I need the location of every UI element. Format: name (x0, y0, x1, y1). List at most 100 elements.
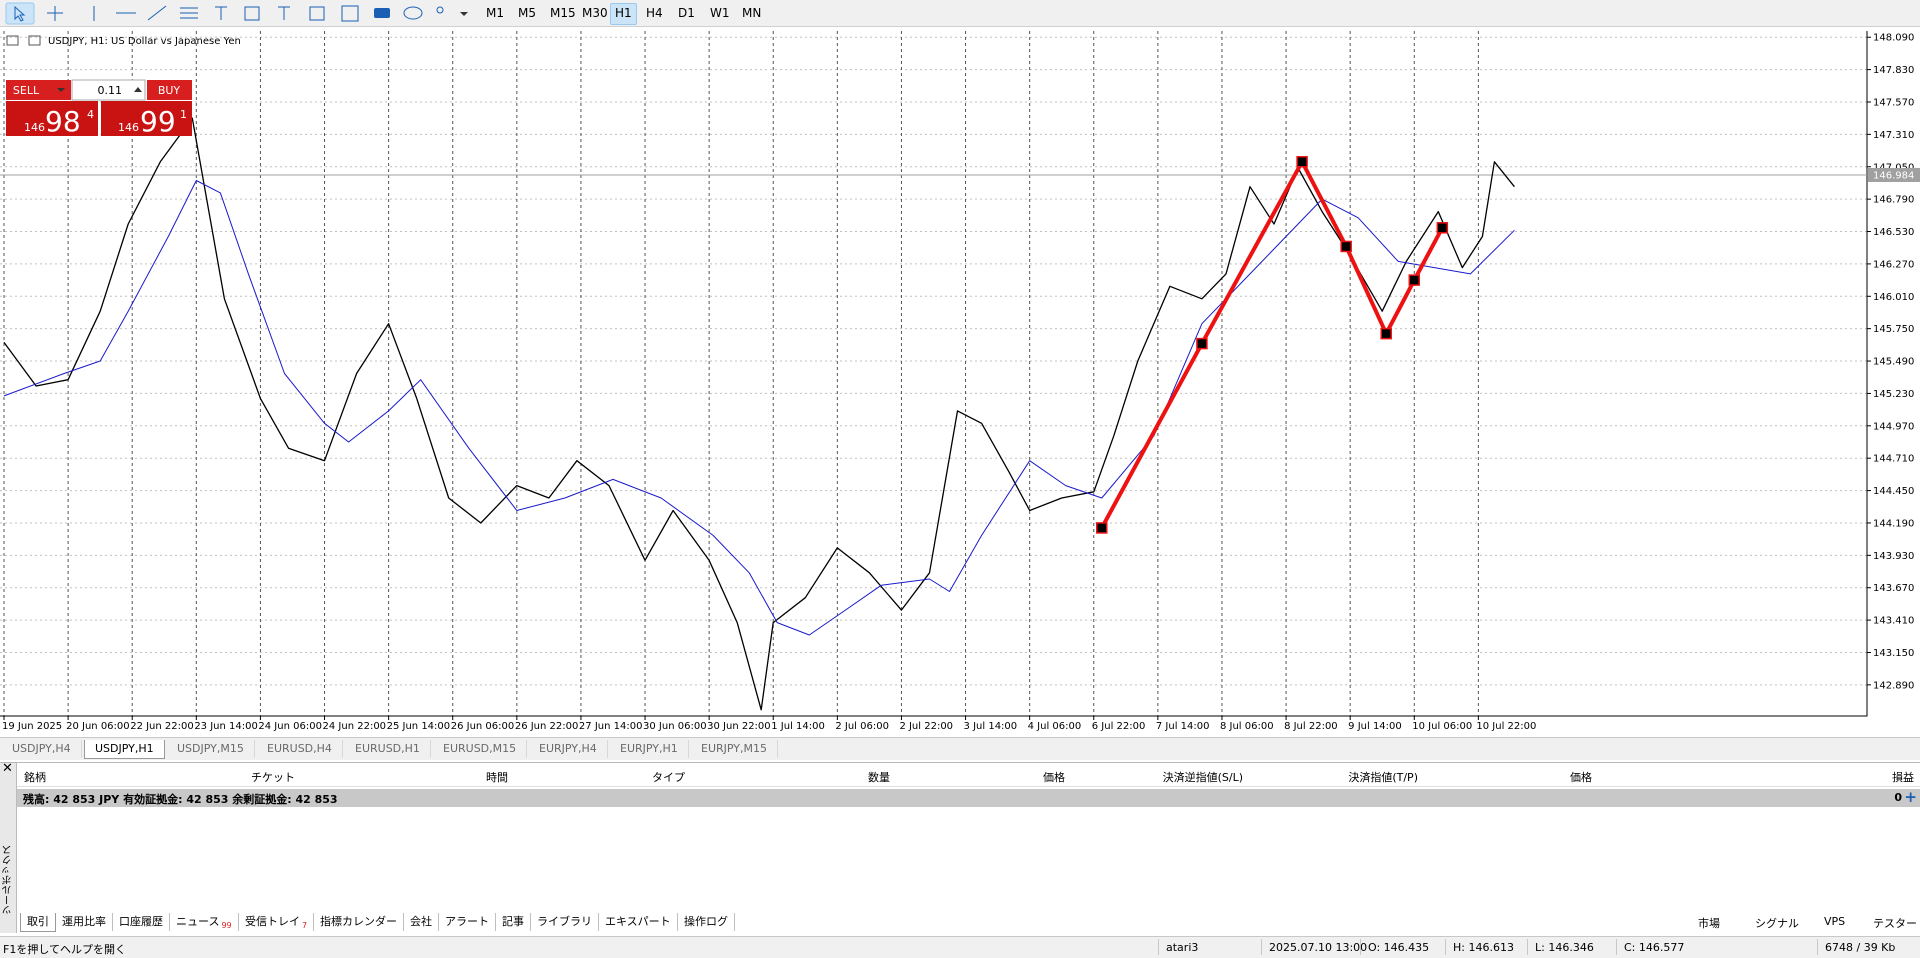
ok-icon[interactable] (374, 8, 390, 18)
y-tick-label: 147.050 (1873, 162, 1914, 173)
tab-label: エキスパート (605, 915, 671, 928)
current-price-label: 146.984 (1873, 170, 1914, 181)
buy-button[interactable] (147, 80, 192, 100)
status-text: C: 146.577 (1624, 941, 1685, 954)
bid-box[interactable] (6, 101, 98, 136)
terminal-tab[interactable]: 指標カレンダー (314, 913, 404, 931)
x-tick-label: 30 Jun 22:00 (707, 721, 771, 732)
terminal-tab[interactable]: エキスパート (599, 913, 678, 931)
sell-label: SELL (13, 84, 40, 97)
crosshair-icon[interactable] (47, 6, 63, 21)
y-tick-label: 147.570 (1873, 97, 1914, 108)
chart-tab[interactable]: EURUSD,H4 (257, 740, 343, 758)
rect-icon[interactable] (244, 6, 260, 21)
column-header: 銘柄 (24, 771, 46, 784)
period-button[interactable]: H4 (646, 6, 663, 20)
channel-icon[interactable] (180, 7, 198, 19)
period-button[interactable]: MN (742, 6, 762, 20)
side-tab[interactable]: シグナル (1755, 917, 1799, 930)
chart-bg (0, 27, 1920, 737)
label-icon[interactable] (278, 6, 290, 20)
chart-tab[interactable]: EURUSD,H1 (345, 740, 431, 758)
terminal-tab[interactable]: 操作ログ (678, 913, 735, 931)
period-button[interactable]: H1 (610, 3, 637, 25)
chart-icon[interactable] (341, 5, 359, 22)
terminal-tab[interactable]: 会社 (404, 913, 439, 931)
terminal-tab[interactable]: ニュース 99 (170, 913, 239, 931)
column-header: 価格 (1570, 771, 1592, 784)
chart-tab[interactable]: EURJPY,H1 (610, 740, 689, 758)
chart-tab[interactable]: EURUSD,M15 (433, 740, 528, 758)
terminal-tab[interactable]: アラート (439, 913, 496, 931)
separator (1527, 939, 1528, 955)
terminal-tab[interactable]: 取引 (20, 913, 56, 932)
y-tick-label: 145.490 (1873, 357, 1914, 368)
ask-box[interactable] (101, 101, 192, 136)
y-tick-label: 144.450 (1873, 486, 1914, 497)
column-header: 数量 (868, 771, 890, 784)
ask-main: 99 (140, 105, 176, 138)
x-tick-label: 24 Jun 22:00 (323, 721, 387, 732)
terminal-tab[interactable]: ライブラリ (531, 913, 599, 931)
add-button[interactable]: + (1904, 788, 1917, 806)
period-button[interactable]: M30 (582, 6, 608, 20)
toolbar-icons (5, 2, 468, 25)
chart-tab[interactable]: USDJPY,H4 (2, 740, 82, 758)
x-tick-label: 10 Jul 06:00 (1412, 721, 1472, 732)
terminal-tab[interactable]: 運用比率 (56, 913, 113, 931)
x-tick-label: 26 Jun 06:00 (451, 721, 515, 732)
separator (1261, 939, 1262, 955)
chart-header: USDJPY, H1: US Dollar vs Japanese Yen (48, 36, 241, 47)
y-tick-label: 145.230 (1873, 389, 1914, 400)
chart-tab[interactable]: EURJPY,H4 (529, 740, 608, 758)
tab-label: ライブラリ (537, 915, 592, 928)
status-text: atari3 (1166, 941, 1199, 954)
cursor-icon (14, 5, 26, 22)
side-tab[interactable]: テスター (1873, 917, 1917, 930)
chart-trade-icon[interactable] (28, 35, 41, 46)
period-button[interactable]: D1 (678, 6, 695, 20)
separator (1817, 939, 1818, 955)
period-button[interactable]: W1 (710, 6, 730, 20)
sell-button[interactable] (6, 80, 71, 100)
lot-down[interactable] (57, 88, 65, 92)
dropdown-icon[interactable] (460, 12, 468, 16)
profit-value: 0 (1894, 791, 1902, 804)
chart-frame (0, 31, 1868, 717)
tab-label: 指標カレンダー (320, 915, 397, 928)
object-icon[interactable] (309, 6, 325, 21)
shapes-icon[interactable] (436, 6, 444, 14)
trendline-icon[interactable] (147, 5, 167, 21)
side-tab[interactable]: 市場 (1698, 917, 1720, 930)
status-bar: F1を押してヘルプを開く atari3 2025.07.10 13:00 O: 146… (0, 936, 1920, 958)
tab-badge: 99 (221, 921, 232, 931)
terminal-tab[interactable]: 受信トレイ 7 (239, 913, 315, 931)
shape-icon[interactable] (403, 6, 423, 20)
chart-tab[interactable]: EURJPY,M15 (691, 740, 778, 758)
period-button[interactable]: M1 (486, 6, 504, 20)
close-button[interactable]: ✕ (2, 761, 13, 776)
cursor-tool[interactable] (5, 2, 35, 25)
balance-row: 残高: 42 853 JPY 有効証拠金: 42 853 余剰証拠金: 42 8… (17, 788, 1920, 807)
text-icon[interactable] (215, 6, 227, 20)
y-tick-label: 143.410 (1873, 616, 1914, 627)
period-button[interactable]: M5 (518, 6, 536, 20)
lot-input[interactable] (71, 79, 146, 101)
chart-tab[interactable]: USDJPY,H1 (84, 740, 165, 759)
terminal-tab[interactable]: 記事 (496, 913, 531, 931)
period-button[interactable]: M15 (550, 6, 576, 20)
column-header: 損益 (1892, 771, 1914, 784)
tab-label: 取引 (27, 915, 49, 928)
terminal-tab[interactable]: 口座履歴 (113, 913, 170, 931)
point-marker (1096, 522, 1108, 534)
grid (0, 31, 1867, 716)
y-tick-label: 146.270 (1873, 259, 1914, 270)
x-tick-label: 10 Jul 22:00 (1476, 721, 1536, 732)
chart-menu-icon[interactable] (6, 35, 19, 46)
x-tick-label: 24 Jun 06:00 (258, 721, 322, 732)
side-tab[interactable]: VPS (1824, 915, 1846, 928)
chart-tab[interactable]: USDJPY,M15 (167, 740, 255, 758)
lot-up[interactable] (134, 87, 142, 92)
